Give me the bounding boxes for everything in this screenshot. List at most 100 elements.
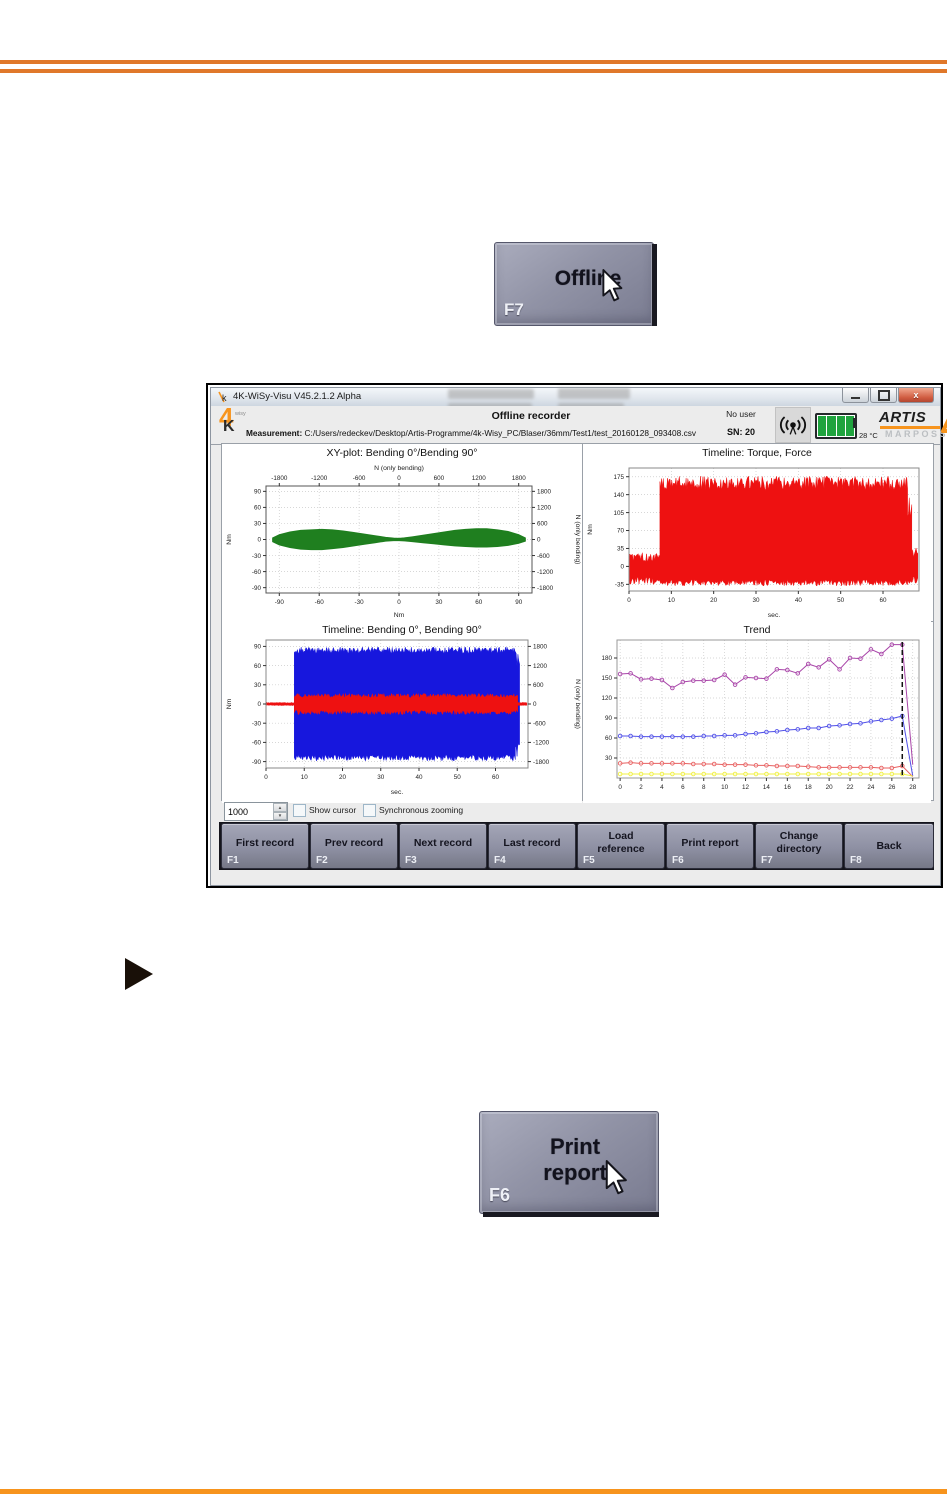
sync-zoom-checkbox[interactable] [363, 804, 376, 817]
svg-text:0: 0 [533, 701, 537, 708]
svg-text:Nm: Nm [226, 698, 233, 709]
button-fkey: F6 [672, 855, 684, 866]
svg-text:Trend: Trend [743, 624, 770, 636]
grid-divider-v [582, 444, 583, 800]
print-label-line1: Print [549, 1134, 601, 1159]
svg-text:2: 2 [639, 784, 643, 791]
print-report-big-button[interactable]: Print report F6 [479, 1111, 659, 1214]
serial-number: SN: 20 [726, 427, 755, 437]
cursor-icon [605, 1160, 627, 1195]
last-record-button[interactable]: Last record F4 [488, 823, 576, 869]
svg-text:0: 0 [264, 774, 268, 781]
svg-text:30: 30 [254, 682, 262, 689]
svg-text:N (only bending): N (only bending) [574, 515, 581, 565]
offline-button[interactable]: Offline F7 [494, 242, 654, 326]
svg-text:10: 10 [721, 784, 729, 791]
spinner-up-button[interactable]: ▲ [273, 803, 287, 812]
app-window: k 4K-WiSy-Visu V45.2.1.2 Alpha x [210, 387, 947, 886]
quadrant-xy-plot: -90 -60 -30 0 30 60 90 90 60 30 0 -30 -60 -90 1800 1200… [222, 444, 582, 626]
svg-text:60: 60 [605, 735, 613, 742]
change-directory-button[interactable]: Change directory F7 [755, 823, 843, 869]
xy-plot-chart[interactable]: -90 -60 -30 0 30 60 90 90 60 30 0 -30 -60 -90 1800 1200… [222, 444, 582, 621]
artis-triangle-icon [941, 418, 947, 433]
top-rule-2 [0, 69, 947, 73]
button-fkey: F8 [850, 855, 862, 866]
svg-text:1800: 1800 [537, 489, 552, 496]
button-fkey: F1 [227, 855, 239, 866]
next-record-button[interactable]: Next record F3 [399, 823, 487, 869]
svg-text:0: 0 [257, 537, 261, 544]
trend-chart[interactable]: 0 2 4 6 8 10 12 14 16 18 20 22 24 26 28180150120906030… [583, 622, 931, 798]
svg-text:-600: -600 [353, 475, 366, 482]
logo-k: K [223, 418, 235, 435]
button-label: Load reference [597, 830, 645, 855]
logo-wisy: wisy [235, 411, 246, 417]
spinner-down-button[interactable]: ▼ [273, 811, 287, 820]
bending-timeline-chart[interactable]: 0 10 20 30 40 50 60 90 60 30 0 -30 -60 -90 1800 1200 600… [222, 622, 582, 798]
sample-count-input[interactable] [225, 803, 275, 820]
maximize-button[interactable] [870, 388, 897, 403]
prev-record-button[interactable]: Prev record F2 [310, 823, 398, 869]
svg-text:22: 22 [847, 784, 855, 791]
svg-text:-1200: -1200 [533, 740, 550, 747]
svg-text:Nm: Nm [226, 534, 233, 545]
battery-indicator [815, 413, 857, 439]
svg-text:14: 14 [763, 784, 771, 791]
svg-text:-600: -600 [537, 553, 550, 560]
first-record-button[interactable]: First record F1 [221, 823, 309, 869]
battery-cell [845, 416, 854, 436]
down-arrow-icon: ▼ [277, 813, 283, 819]
antenna-icon [779, 416, 807, 435]
close-icon: x [913, 390, 919, 400]
svg-text:26: 26 [888, 784, 896, 791]
svg-text:50: 50 [454, 774, 462, 781]
control-bar: ▲ ▼ Show cursor Synchronous zooming [211, 801, 940, 821]
load-reference-button[interactable]: Load reference F5 [577, 823, 665, 869]
button-label: Change directory [776, 830, 822, 855]
minimize-button[interactable] [842, 388, 869, 403]
button-label: First record [235, 836, 295, 849]
svg-text:16: 16 [784, 784, 792, 791]
brand-artis: ARTIS [879, 409, 927, 426]
svg-text:18: 18 [805, 784, 813, 791]
offline-button-label: Offline [554, 267, 622, 290]
svg-text:600: 600 [533, 682, 544, 689]
wireless-status [775, 407, 811, 443]
print-button-fkey: F6 [489, 1185, 511, 1205]
svg-text:12: 12 [742, 784, 750, 791]
svg-text:60: 60 [492, 774, 500, 781]
up-arrow-icon: ▲ [277, 804, 283, 810]
battery-cell [818, 416, 827, 436]
svg-text:30: 30 [605, 755, 613, 762]
svg-text:600: 600 [537, 521, 548, 528]
svg-text:-30: -30 [252, 720, 262, 727]
show-cursor-checkbox[interactable] [293, 804, 306, 817]
svg-text:-35: -35 [615, 582, 625, 589]
svg-text:0: 0 [397, 475, 401, 482]
svg-text:35: 35 [617, 546, 625, 553]
torque-force-chart[interactable]: 0 10 20 30 40 50 60 175 140 105 70 35 0 -35 sec. Nm Time… [583, 444, 931, 621]
svg-text:N (only bending): N (only bending) [374, 465, 424, 472]
print-report-button[interactable]: Print report F6 [666, 823, 754, 869]
offline-button-shadow [652, 244, 657, 326]
screenshot-frame: k 4K-WiSy-Visu V45.2.1.2 Alpha x [206, 383, 947, 888]
svg-text:8: 8 [702, 784, 706, 791]
svg-text:-60: -60 [252, 569, 262, 576]
svg-text:1800: 1800 [533, 644, 548, 651]
window-title: 4K-WiSy-Visu V45.2.1.2 Alpha [233, 391, 362, 402]
brand-marposs: MARPOSS [885, 429, 947, 439]
svg-text:120: 120 [601, 695, 612, 702]
svg-text:140: 140 [613, 492, 624, 499]
svg-text:N (only bending): N (only bending) [574, 679, 581, 729]
user-status: No user [726, 409, 756, 419]
button-label: Prev record [324, 836, 384, 849]
svg-text:1200: 1200 [472, 475, 487, 482]
svg-text:-30: -30 [252, 553, 262, 560]
button-fkey: F3 [405, 855, 417, 866]
close-button[interactable]: x [898, 388, 934, 403]
button-fkey: F5 [583, 855, 595, 866]
redacted-text [448, 389, 534, 399]
back-button[interactable]: Back F8 [844, 823, 934, 869]
svg-text:60: 60 [254, 663, 262, 670]
